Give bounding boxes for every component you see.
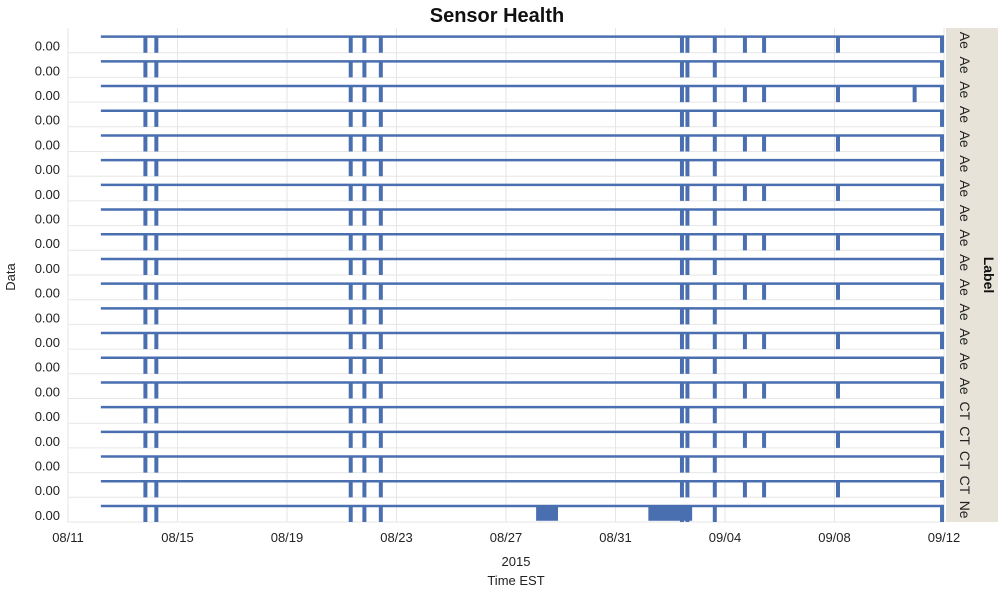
facet-label: Ae xyxy=(957,32,973,49)
y-tick-label: 0.00 xyxy=(35,187,60,202)
series-layer xyxy=(100,35,945,523)
series-line xyxy=(100,232,945,251)
y-tick-label: 0.00 xyxy=(35,310,60,325)
series-line xyxy=(100,331,945,350)
facet-label: Ae xyxy=(957,328,973,345)
facet-label: Ae xyxy=(957,303,973,320)
series-line xyxy=(100,158,945,177)
facet-label: CT xyxy=(957,402,973,421)
series-line xyxy=(100,257,945,276)
series-line xyxy=(100,381,945,399)
facet-label: Ae xyxy=(957,254,973,271)
y-tick-label: 0.00 xyxy=(35,137,60,152)
y-tick-label: 0.00 xyxy=(35,360,60,375)
y-tick-label: 0.00 xyxy=(35,434,60,449)
facet-label: Ae xyxy=(957,81,973,98)
facet-label: Ae xyxy=(957,155,973,172)
y-tick-label: 0.00 xyxy=(35,113,60,128)
series-line xyxy=(100,134,945,152)
y-tick-label: 0.00 xyxy=(35,459,60,474)
y-tick-label: 0.00 xyxy=(35,39,60,54)
y-tick-label: 0.00 xyxy=(35,286,60,301)
facet-label: Ae xyxy=(957,131,973,148)
series-line xyxy=(100,356,945,374)
facet-title: Label xyxy=(981,257,997,294)
y-tick-label: 0.00 xyxy=(35,261,60,276)
facet-label: Ae xyxy=(957,205,973,222)
series-line xyxy=(100,208,945,226)
y-tick-label: 0.00 xyxy=(35,409,60,424)
x-tick-label: 08/19 xyxy=(271,530,304,545)
facet-label: CT xyxy=(957,476,973,495)
facet-label: Ae xyxy=(957,229,973,246)
x-tick-label: 08/11 xyxy=(52,530,84,545)
x-tick-label: 09/12 xyxy=(928,530,961,545)
x-tick-label: 09/04 xyxy=(709,530,742,545)
facet-label: CT xyxy=(957,426,973,445)
facet-label: CT xyxy=(957,451,973,470)
facet-label: Ae xyxy=(957,56,973,73)
series-line xyxy=(100,84,945,103)
x-tick-label: 08/23 xyxy=(380,530,413,545)
series-line xyxy=(100,35,945,53)
y-tick-label: 0.00 xyxy=(35,508,60,523)
y-tick-label: 0.00 xyxy=(35,162,60,177)
x-tick-label: 09/08 xyxy=(818,530,851,545)
series-line xyxy=(100,183,945,201)
dense-gap-block xyxy=(648,505,693,521)
series-line xyxy=(100,60,945,78)
series-line xyxy=(100,405,945,424)
facet-strip xyxy=(946,28,998,522)
chart-title: Sensor Health xyxy=(430,5,564,27)
y-tick-labels: 0.00 0.00 0.00 0.00 0.00 0.00 0.00 0.00 0.00 0.00… xyxy=(35,39,60,523)
x-tick-label: 08/31 xyxy=(599,530,632,545)
y-tick-label: 0.00 xyxy=(35,384,60,399)
y-tick-label: 0.00 xyxy=(35,88,60,103)
facet-label: Ae xyxy=(957,353,973,370)
series-line xyxy=(100,455,945,473)
y-tick-label: 0.00 xyxy=(35,212,60,227)
x-tick-labels: 08/11 08/15 08/19 08/23 08/27 08/31 09/04 09/08… xyxy=(52,530,960,545)
y-axis-title: Data xyxy=(3,263,18,291)
series-line xyxy=(100,282,945,300)
grid-lines xyxy=(67,28,945,523)
x-tick-label: 08/15 xyxy=(161,530,194,545)
y-tick-label: 0.00 xyxy=(35,63,60,78)
x-axis-sublabel: 2015 xyxy=(502,554,531,569)
facet-label: Ae xyxy=(957,378,973,395)
y-tick-label: 0.00 xyxy=(35,236,60,251)
x-axis-title: Time EST xyxy=(487,573,544,588)
y-tick-label: 0.00 xyxy=(35,483,60,498)
series-line xyxy=(100,430,945,448)
x-tick-label: 08/27 xyxy=(490,530,523,545)
facet-label: Ae xyxy=(957,180,973,197)
series-line xyxy=(100,307,945,325)
dense-gap-block xyxy=(536,505,559,521)
facet-label: Ae xyxy=(957,279,973,296)
facet-label: Ae xyxy=(957,106,973,123)
y-tick-label: 0.00 xyxy=(35,335,60,350)
series-line xyxy=(100,109,945,127)
facet-label: Ne xyxy=(957,501,973,519)
series-line xyxy=(100,479,945,498)
facet-labels: Ae Ae Ae Ae Ae Ae Ae Ae Ae Ae Ae Ae Ae Ae Ae CT CT CT CT Ne xyxy=(957,32,973,519)
series-line xyxy=(100,504,945,523)
